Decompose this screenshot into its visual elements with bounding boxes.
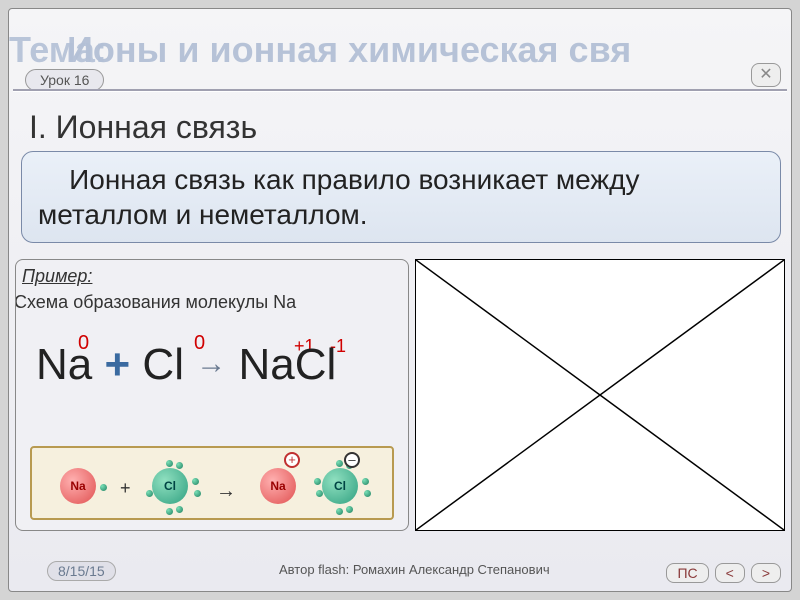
- electron-dot: [362, 478, 369, 485]
- eq-na: Na: [36, 340, 92, 389]
- electron-dot: [364, 490, 371, 497]
- ion-minus-icon: –: [344, 452, 360, 468]
- footer-date: 8/15/15: [47, 561, 116, 581]
- atom-diagram: Na + Cl → Na Cl + –: [30, 446, 394, 520]
- electron-dot: [194, 490, 201, 497]
- lesson-tab: Урок 16: [25, 69, 104, 91]
- electron-dot: [336, 508, 343, 515]
- electron-dot: [166, 508, 173, 515]
- eq-cl: Cl: [142, 340, 184, 389]
- placeholder-box: [415, 259, 785, 531]
- eq-prod-cl: Cl: [295, 340, 337, 389]
- cl-atom-1: Cl: [152, 468, 188, 504]
- electron-dot: [346, 506, 353, 513]
- divider: [13, 89, 787, 92]
- na-atom-2: Na: [260, 468, 296, 504]
- nav-prev-button[interactable]: <: [715, 563, 745, 583]
- atom-plus: +: [120, 478, 131, 499]
- electron-dot: [146, 490, 153, 497]
- cl-atom-2: Cl: [322, 468, 358, 504]
- ion-plus-icon: +: [284, 452, 300, 468]
- example-label: Пример:: [22, 266, 92, 287]
- electron-dot: [314, 478, 321, 485]
- electron-dot: [166, 460, 173, 467]
- section-title: I. Ионная связь: [29, 109, 257, 146]
- na-atom-1: Na: [60, 468, 96, 504]
- eq-prod-na: Na: [238, 340, 294, 389]
- atom-arrow: →: [216, 480, 236, 503]
- equation: Na + Cl → NaCl: [36, 340, 336, 390]
- electron-dot: [176, 462, 183, 469]
- eq-arrow: →: [196, 347, 226, 380]
- electron-dot: [192, 478, 199, 485]
- example-subtitle: Схема образования молекулы Na: [15, 292, 296, 313]
- title-main: Ионы и ионная химическая свя: [67, 29, 631, 71]
- footer-author: Автор flash: Ромахин Александр Степанови…: [279, 562, 550, 577]
- example-box: Пример: Схема образования молекулы Na 0 …: [15, 259, 409, 531]
- info-text: Ионная связь как правило возникает между…: [38, 164, 640, 230]
- electron-dot: [336, 460, 343, 467]
- info-box: Ионная связь как правило возникает между…: [21, 151, 781, 243]
- eq-plus: +: [104, 340, 130, 389]
- electron-dot: [176, 506, 183, 513]
- nav-ps-button[interactable]: ПС: [666, 563, 708, 583]
- footer-nav: ПС < >: [666, 563, 781, 583]
- electron-dot: [316, 490, 323, 497]
- electron-dot: [100, 484, 107, 491]
- close-button[interactable]: ✕: [751, 63, 781, 87]
- title-bar: Тема: Ионы и ионная химическая свя: [9, 29, 791, 89]
- slide: Тема: Ионы и ионная химическая свя Урок …: [8, 8, 792, 592]
- nav-next-button[interactable]: >: [751, 563, 781, 583]
